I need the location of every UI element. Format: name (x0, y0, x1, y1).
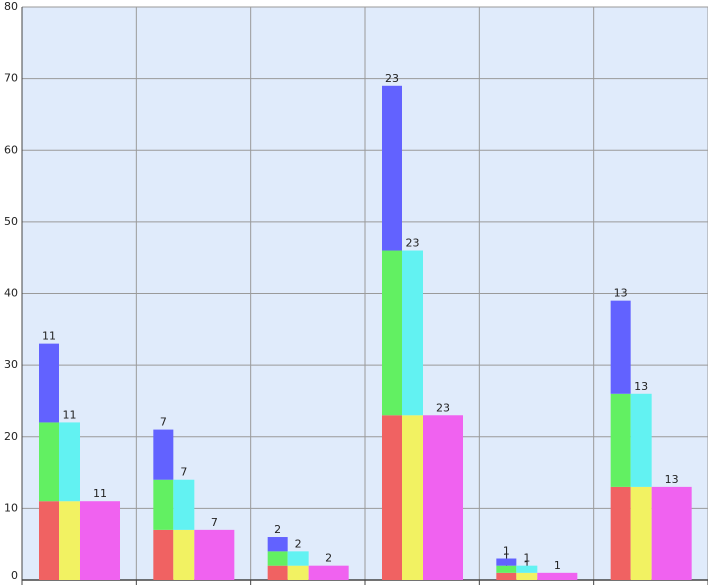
bar-segment (610, 486, 631, 580)
data-label: 1 (503, 545, 510, 558)
bar-segment (382, 85, 402, 251)
bar-segment (173, 479, 195, 530)
bar-segment (267, 565, 288, 580)
y-tick-label: 60 (4, 143, 18, 156)
bar-segment (39, 343, 59, 423)
bar-segment (173, 529, 195, 580)
data-label: 2 (274, 523, 281, 536)
bar-segment (516, 572, 538, 580)
bar-segment (194, 529, 235, 580)
bar-segment (610, 300, 631, 394)
y-tick-label: 20 (4, 430, 18, 443)
bar-segment (308, 565, 349, 580)
data-label: 23 (385, 72, 399, 85)
data-label: 7 (211, 516, 218, 529)
data-label: 23 (436, 401, 450, 414)
bar-segment (402, 250, 423, 416)
data-label: 1 (523, 552, 530, 565)
data-label: 7 (160, 416, 167, 429)
data-label: 11 (93, 487, 107, 500)
bar-segment (537, 572, 578, 580)
bar-segment (610, 393, 631, 487)
bar-segment (496, 572, 517, 580)
y-tick-label: 10 (4, 501, 18, 514)
bar-segment (651, 486, 692, 580)
y-tick-label: 30 (4, 358, 18, 371)
bar-segment (402, 415, 423, 580)
bar-segment (267, 537, 288, 552)
bar-segment (516, 565, 538, 573)
data-label: 1 (523, 559, 530, 572)
bar-segment (287, 551, 309, 566)
y-tick-label: 40 (4, 287, 18, 300)
bar-segment (423, 415, 463, 580)
y-tick-label: 80 (4, 0, 18, 13)
data-label: 23 (406, 237, 420, 250)
data-label: 2 (325, 552, 332, 565)
data-label: 13 (665, 473, 679, 486)
bar-segment (153, 429, 174, 480)
bar-segment (287, 565, 309, 580)
bar-segment (39, 422, 59, 502)
y-tick-label: 50 (4, 215, 18, 228)
bar-segment (59, 422, 80, 502)
data-label: 2 (295, 537, 302, 550)
bar-segment (382, 415, 402, 580)
bar-segment (153, 529, 174, 580)
data-label: 13 (634, 380, 648, 393)
data-label: 13 (614, 287, 628, 300)
bar-segment (630, 393, 652, 487)
bar-segment (59, 501, 80, 580)
bar-segment (496, 558, 517, 566)
bar-segment (267, 551, 288, 566)
bar-segment (496, 565, 517, 573)
y-tick-label: 0 (11, 569, 18, 582)
bar-segment (630, 486, 652, 580)
data-label: 11 (63, 408, 77, 421)
data-label: 11 (42, 330, 56, 343)
bar-segment (153, 479, 174, 530)
data-label: 7 (180, 466, 187, 479)
data-label: 1 (554, 559, 561, 572)
bar-segment (382, 250, 402, 416)
bar-segment (80, 501, 120, 580)
data-label: 1 (503, 552, 510, 565)
bar-segment (39, 501, 59, 580)
y-tick-label: 70 (4, 72, 18, 85)
